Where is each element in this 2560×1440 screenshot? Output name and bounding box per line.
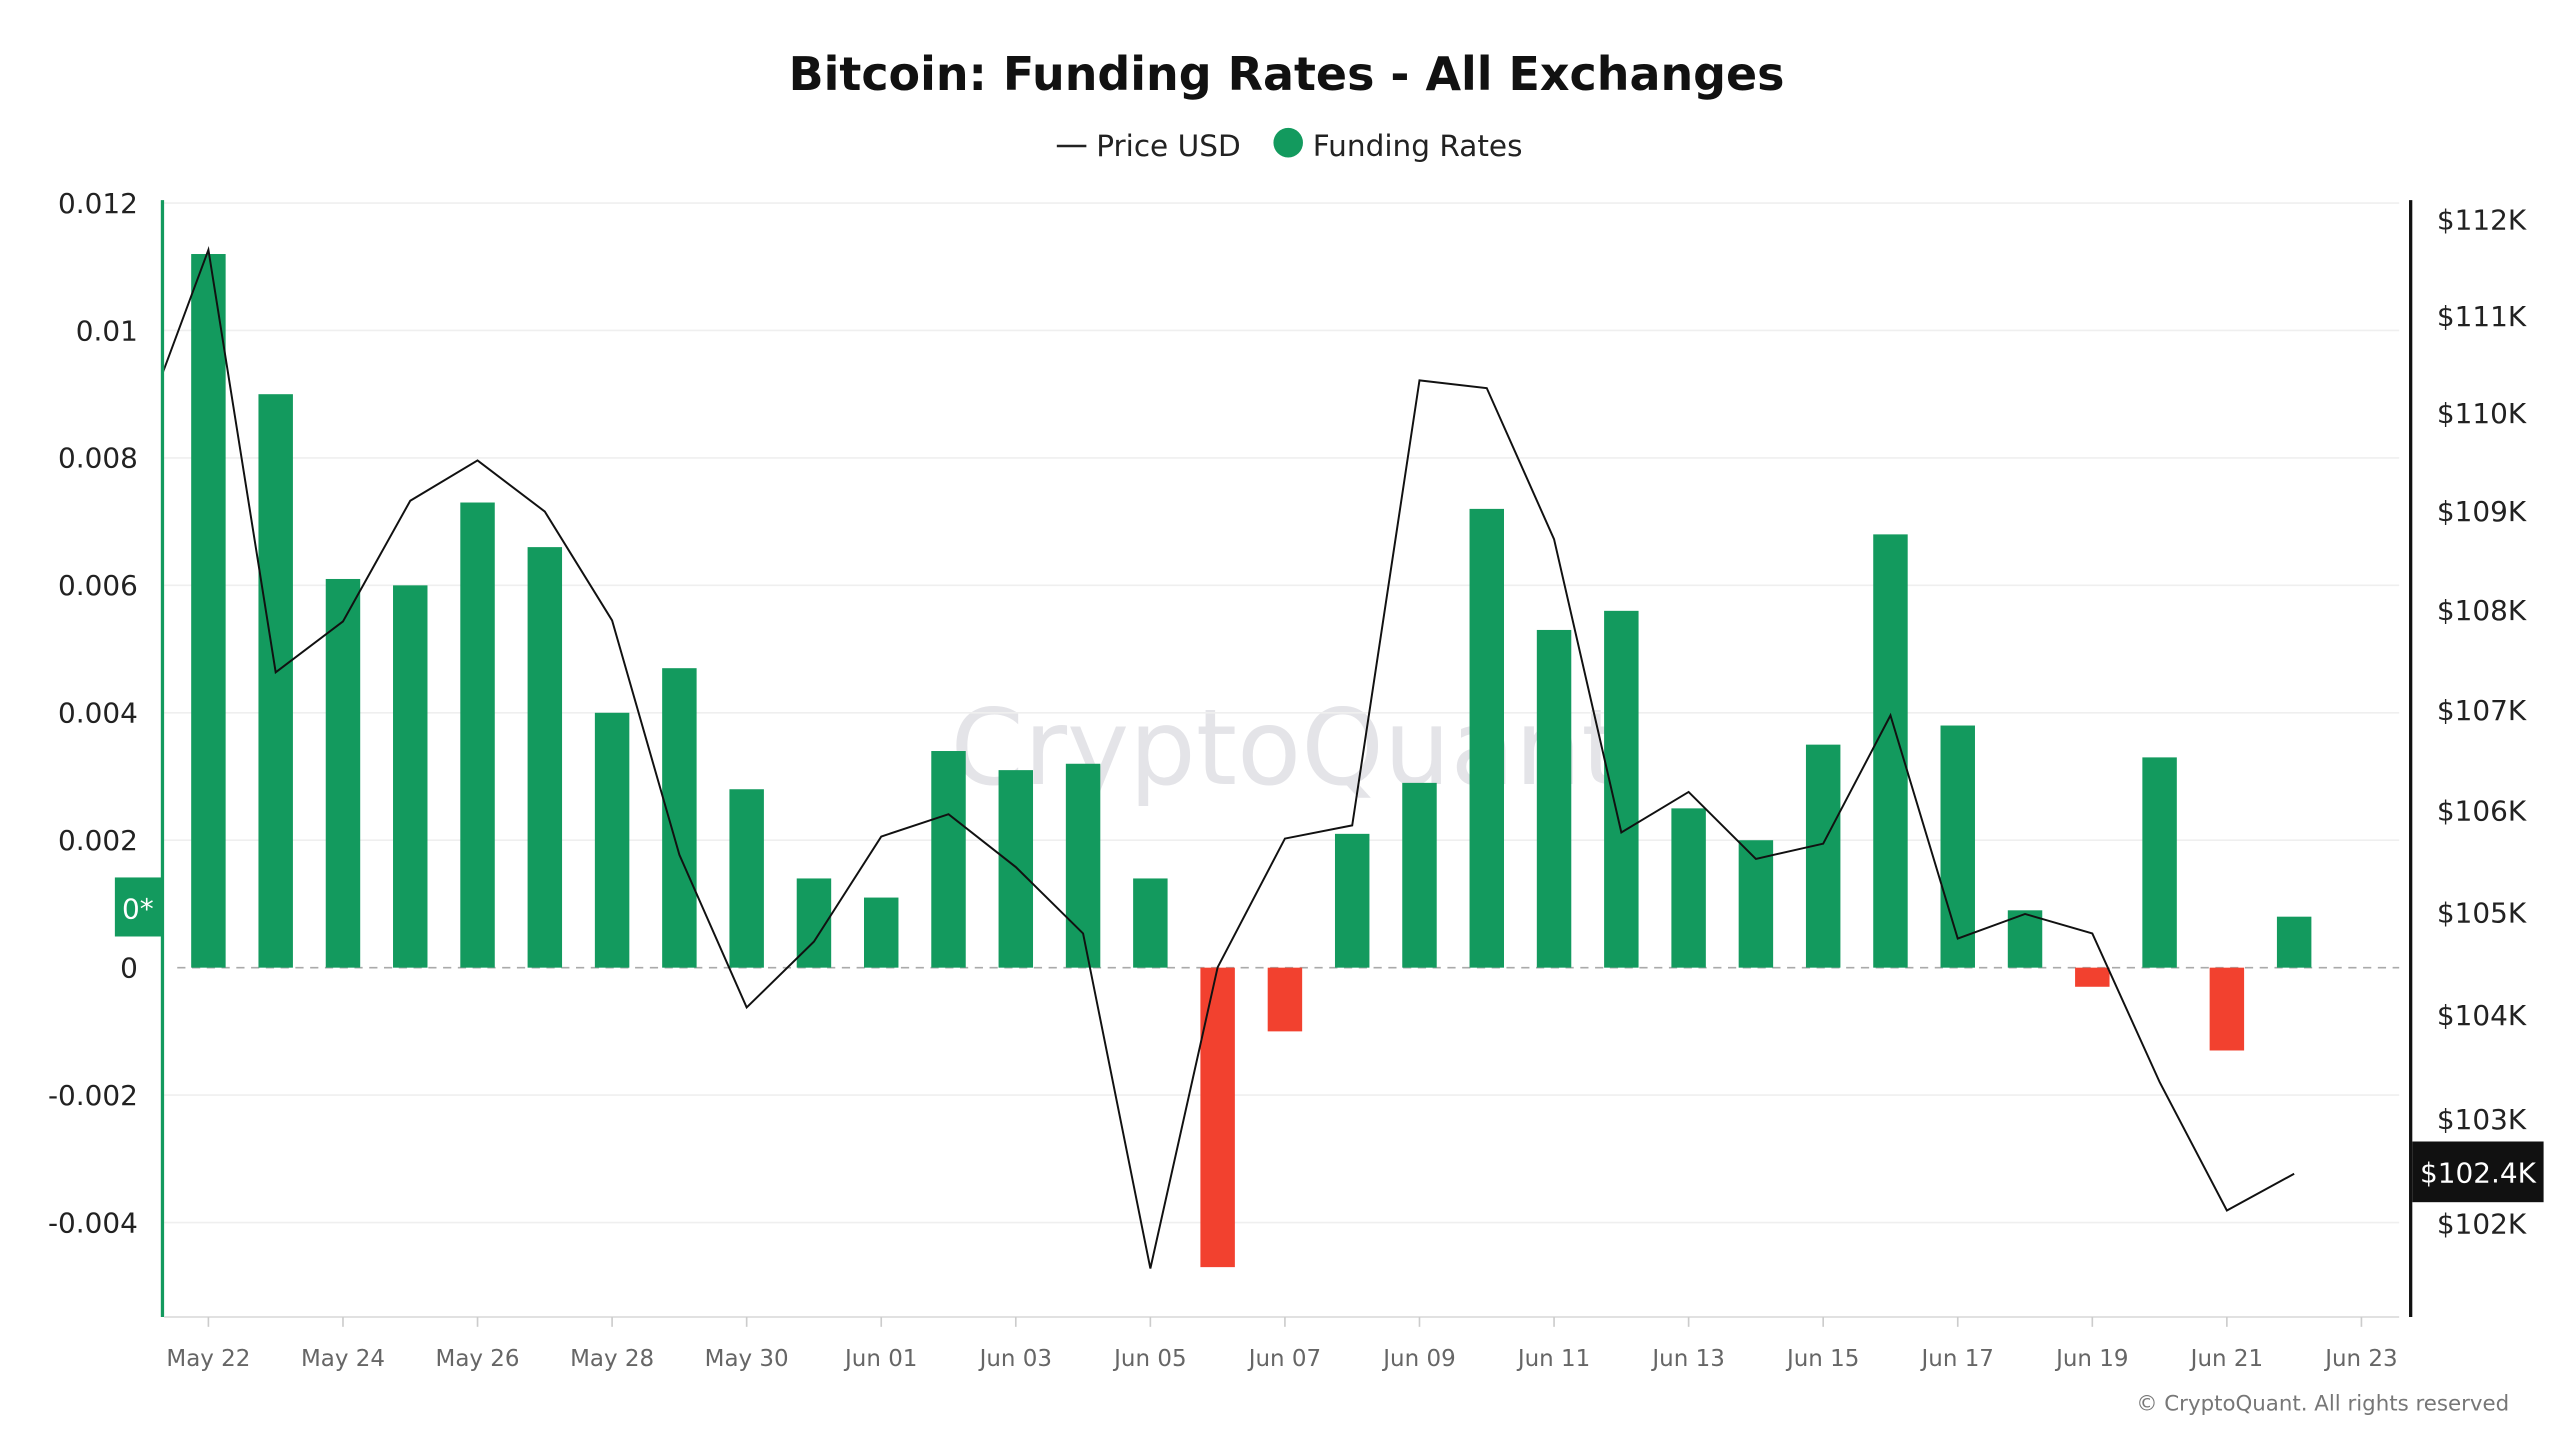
copyright: © CryptoQuant. All rights reserved <box>2136 1391 2509 1416</box>
x-tick-label: Jun 21 <box>2189 1346 2263 1372</box>
current-price-label: $102.4K <box>2420 1157 2537 1190</box>
x-tick-label: May 30 <box>705 1346 789 1372</box>
funding-rate-bar <box>1604 610 1639 968</box>
right-tick-label: $106K <box>2437 795 2527 828</box>
funding-rate-bar <box>2075 967 2110 987</box>
left-tick-label: 0.002 <box>58 824 138 857</box>
legend-funding-dot-icon <box>1273 127 1303 158</box>
x-tick-label: May 28 <box>570 1346 654 1372</box>
left-tick-label: 0.008 <box>58 442 138 475</box>
funding-rate-bar <box>931 751 966 968</box>
left-tick-label: 0.006 <box>58 569 138 602</box>
x-tick-label: Jun 11 <box>1516 1346 1590 1372</box>
left-zero-marker-label: 0* <box>122 892 154 925</box>
right-tick-label: $102K <box>2437 1208 2527 1241</box>
funding-rate-bar <box>393 585 428 968</box>
legend-price-label[interactable]: Price USD <box>1096 129 1240 163</box>
left-tick-label: -0.002 <box>48 1079 138 1112</box>
funding-rate-bar <box>460 502 495 968</box>
x-tick-label: Jun 01 <box>843 1346 917 1372</box>
funding-rate-bar <box>527 547 563 968</box>
left-tick-label: 0.012 <box>58 187 138 220</box>
right-tick-label: $107K <box>2437 694 2527 727</box>
funding-rate-bar <box>1873 534 1908 968</box>
funding-rate-bar <box>864 897 899 968</box>
right-tick-label: $108K <box>2437 594 2527 627</box>
x-tick-label: Jun 13 <box>1650 1346 1724 1372</box>
funding-rate-bar <box>1940 725 1975 968</box>
funding-rate-bar <box>1402 782 1437 968</box>
x-tick-label: Jun 03 <box>978 1346 1052 1372</box>
current-price-badge: $102.4K <box>2412 1141 2544 1203</box>
funding-rate-bar <box>1469 508 1504 968</box>
funding-rate-bar <box>662 668 697 968</box>
legend: Price USD Funding Rates <box>1056 127 1523 163</box>
funding-rate-bar <box>325 578 361 968</box>
left-tick-label: 0.004 <box>58 697 138 730</box>
funding-rate-bar <box>1671 808 1706 968</box>
x-tick-label: May 26 <box>436 1346 520 1372</box>
funding-rate-bar <box>1334 833 1370 968</box>
x-tick-label: Jun 17 <box>1920 1346 1994 1372</box>
right-tick-label: $109K <box>2437 495 2527 528</box>
x-tick-label: May 22 <box>166 1346 250 1372</box>
funding-rate-bar <box>1805 744 1841 968</box>
chart-title: Bitcoin: Funding Rates - All Exchanges <box>789 47 1785 101</box>
left-tick-label: -0.004 <box>48 1206 138 1239</box>
left-tick-label: 0.01 <box>76 314 138 347</box>
funding-rate-bar <box>1536 629 1572 968</box>
funding-rate-bar <box>2209 967 2245 1051</box>
right-tick-label: $110K <box>2437 397 2527 430</box>
x-tick-label: Jun 19 <box>2054 1346 2128 1372</box>
funding-rate-bar <box>1133 878 1168 968</box>
legend-funding-label[interactable]: Funding Rates <box>1313 129 1523 163</box>
right-tick-label: $111K <box>2437 300 2527 333</box>
funding-rate-bar <box>2007 910 2043 968</box>
funding-rate-bar <box>2276 916 2312 968</box>
funding-rate-bar <box>594 712 630 968</box>
watermark: CryptoQuant <box>951 687 1623 809</box>
right-tick-label: $105K <box>2437 896 2527 929</box>
funding-rate-bar <box>1738 840 1774 968</box>
x-tick-label: Jun 05 <box>1112 1346 1186 1372</box>
funding-rate-bar <box>258 394 293 968</box>
x-tick-label: Jun 09 <box>1381 1346 1455 1372</box>
right-tick-label: $103K <box>2437 1103 2527 1136</box>
left-tick-label: 0 <box>120 952 138 985</box>
x-tick-label: Jun 15 <box>1785 1346 1859 1372</box>
funding-rate-bar <box>998 770 1034 968</box>
x-tick-label: Jun 23 <box>2323 1346 2397 1372</box>
funding-rate-bar <box>1200 967 1235 1268</box>
funding-rate-bar <box>729 789 764 968</box>
funding-rate-bar <box>2142 757 2177 968</box>
x-tick-label: Jun 07 <box>1247 1346 1321 1372</box>
price-line <box>164 245 2295 1269</box>
right-tick-label: $112K <box>2437 204 2527 237</box>
left-zero-marker: 0* <box>114 877 163 937</box>
x-tick-label: May 24 <box>301 1346 385 1372</box>
funding-rate-bar <box>1267 967 1303 1032</box>
right-tick-label: $104K <box>2437 999 2527 1032</box>
funding-rate-bar <box>191 254 226 968</box>
